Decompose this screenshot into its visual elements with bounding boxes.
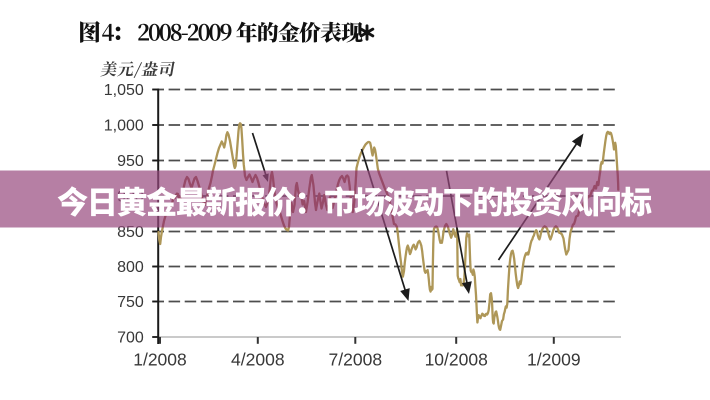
svg-text:800: 800 — [117, 259, 144, 276]
svg-text:1,050: 1,050 — [104, 82, 144, 99]
svg-text:1/2008: 1/2008 — [133, 350, 187, 370]
svg-text:950: 950 — [117, 153, 144, 170]
svg-text:1/2009: 1/2009 — [527, 350, 581, 370]
svg-text:4/2008: 4/2008 — [231, 350, 285, 370]
svg-text:1,000: 1,000 — [104, 118, 144, 135]
svg-text:750: 750 — [117, 294, 144, 311]
svg-text:10/2008: 10/2008 — [425, 350, 488, 370]
svg-text:7/2008: 7/2008 — [329, 350, 383, 370]
svg-text:850: 850 — [117, 224, 144, 241]
svg-text:700: 700 — [117, 330, 144, 347]
